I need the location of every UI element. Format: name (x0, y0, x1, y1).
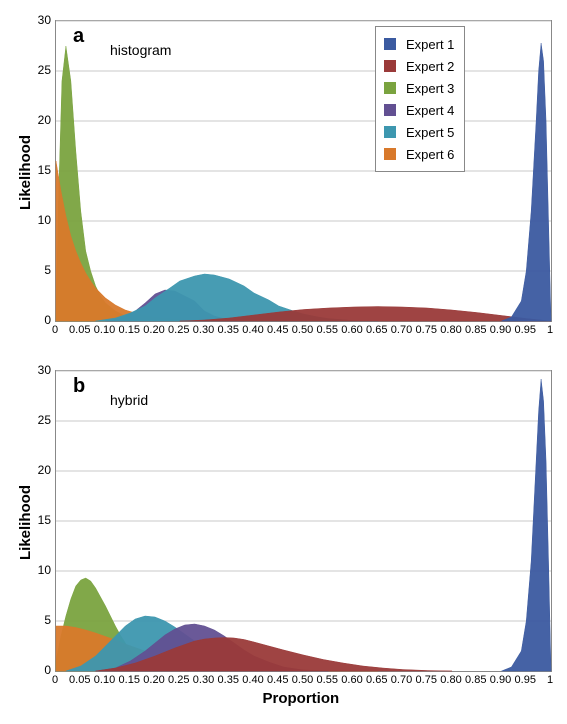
panel-subtitle: hybrid (110, 392, 148, 408)
y-tick-label: 20 (33, 463, 51, 477)
x-axis-label: Proportion (263, 690, 340, 707)
plot-area-a (55, 20, 552, 322)
y-tick-label: 5 (40, 263, 51, 277)
y-tick-label: 30 (33, 13, 51, 27)
x-tick-label: 0.25 (168, 674, 189, 686)
x-tick-label: 0.10 (94, 674, 115, 686)
y-axis-label: Likelihood (17, 135, 34, 210)
y-tick-label: 10 (33, 213, 51, 227)
x-tick-label: 0.05 (69, 674, 90, 686)
legend-item: Expert 2 (384, 55, 454, 77)
x-tick-label: 0.75 (416, 674, 437, 686)
legend-item: Expert 4 (384, 99, 454, 121)
x-tick-label: 0.30 (193, 324, 214, 336)
x-tick-label: 0.15 (119, 674, 140, 686)
series-expert-1 (502, 379, 552, 671)
x-tick-label: 0.95 (515, 324, 536, 336)
y-tick-label: 15 (33, 163, 51, 177)
panel-subtitle: histogram (110, 42, 171, 58)
x-tick-label: 0.90 (490, 674, 511, 686)
x-tick-label: 0.60 (341, 324, 362, 336)
y-tick-label: 10 (33, 563, 51, 577)
x-tick-label: 0.90 (490, 324, 511, 336)
x-tick-label: 0.55 (317, 324, 338, 336)
y-tick-label: 30 (33, 363, 51, 377)
y-tick-label: 25 (33, 413, 51, 427)
legend-swatch (384, 126, 396, 138)
x-tick-label: 0.70 (391, 674, 412, 686)
y-axis-label: Likelihood (17, 485, 34, 560)
x-tick-label: 0.80 (440, 674, 461, 686)
figure: 05101520253000.050.100.150.200.250.300.3… (0, 0, 567, 724)
x-tick-label: 0.45 (267, 324, 288, 336)
x-tick-label: 0.50 (292, 324, 313, 336)
panel-letter: a (73, 25, 84, 48)
x-tick-label: 0.20 (143, 324, 164, 336)
legend-item: Expert 3 (384, 77, 454, 99)
legend-label: Expert 1 (406, 37, 454, 52)
x-tick-label: 0.65 (366, 324, 387, 336)
x-tick-label: 0 (52, 324, 58, 336)
legend-swatch (384, 60, 396, 72)
x-tick-label: 0.80 (440, 324, 461, 336)
y-tick-label: 0 (40, 663, 51, 677)
y-tick-label: 15 (33, 513, 51, 527)
x-tick-label: 0.20 (143, 674, 164, 686)
legend-label: Expert 4 (406, 103, 454, 118)
x-tick-label: 1 (547, 324, 553, 336)
x-tick-label: 0.10 (94, 324, 115, 336)
x-tick-label: 0.40 (242, 674, 263, 686)
x-tick-label: 0.25 (168, 324, 189, 336)
legend-item: Expert 5 (384, 121, 454, 143)
legend-swatch (384, 82, 396, 94)
legend-item: Expert 1 (384, 33, 454, 55)
x-tick-label: 0.45 (267, 674, 288, 686)
x-tick-label: 0.95 (515, 674, 536, 686)
series-expert-1 (502, 43, 552, 321)
x-tick-label: 0.35 (218, 674, 239, 686)
x-tick-label: 0.50 (292, 674, 313, 686)
legend-swatch (384, 104, 396, 116)
x-tick-label: 0.75 (416, 324, 437, 336)
x-tick-label: 0.55 (317, 674, 338, 686)
legend-label: Expert 3 (406, 81, 454, 96)
x-tick-label: 0.85 (465, 674, 486, 686)
legend-label: Expert 6 (406, 147, 454, 162)
panel-letter: b (73, 375, 85, 398)
legend-swatch (384, 38, 396, 50)
legend-item: Expert 6 (384, 143, 454, 165)
x-tick-label: 0.65 (366, 674, 387, 686)
x-tick-label: 0.60 (341, 674, 362, 686)
y-tick-label: 0 (40, 313, 51, 327)
y-tick-label: 20 (33, 113, 51, 127)
x-tick-label: 0.85 (465, 324, 486, 336)
legend-label: Expert 5 (406, 125, 454, 140)
x-tick-label: 0 (52, 674, 58, 686)
x-tick-label: 0.40 (242, 324, 263, 336)
x-tick-label: 0.35 (218, 324, 239, 336)
legend-label: Expert 2 (406, 59, 454, 74)
x-tick-label: 0.15 (119, 324, 140, 336)
legend: Expert 1 Expert 2 Expert 3 Expert 4 Expert 5… (375, 26, 465, 172)
y-tick-label: 25 (33, 63, 51, 77)
legend-swatch (384, 148, 396, 160)
y-tick-label: 5 (40, 613, 51, 627)
plot-area-b (55, 370, 552, 672)
x-tick-label: 0.05 (69, 324, 90, 336)
x-tick-label: 0.30 (193, 674, 214, 686)
x-tick-label: 0.70 (391, 324, 412, 336)
x-tick-label: 1 (547, 674, 553, 686)
